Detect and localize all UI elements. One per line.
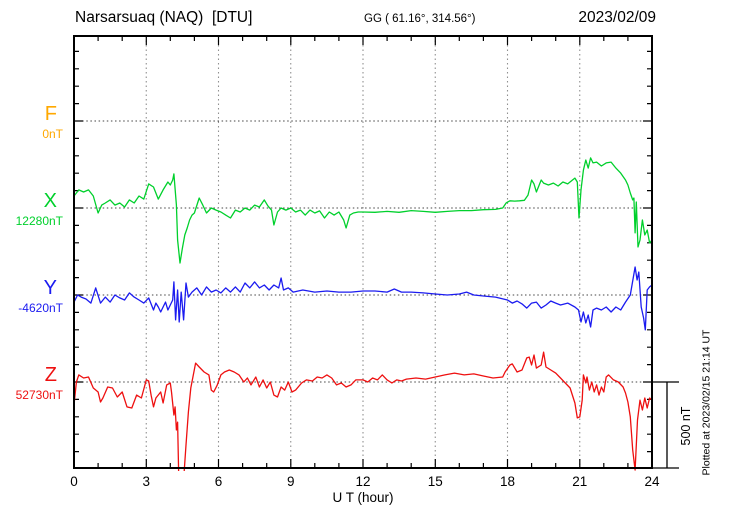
- scale-bar-label: 500 nT: [679, 406, 693, 446]
- component-label-f: F: [44, 103, 57, 125]
- component-baseline-x: 12280nT: [15, 214, 63, 228]
- trace-x: [74, 157, 652, 264]
- component-baseline-z: 52730nT: [15, 388, 63, 402]
- component-baseline-y: -4620nT: [18, 301, 63, 315]
- plot-date: 2023/02/09: [578, 9, 656, 26]
- x-tick-label: 18: [499, 474, 516, 489]
- x-tick-label: 21: [572, 474, 588, 489]
- x-tick-label: 12: [355, 474, 371, 489]
- trace-z: [74, 351, 652, 471]
- x-tick-label: 0: [70, 474, 78, 489]
- trace-y: [74, 266, 652, 331]
- x-tick-label: 6: [214, 474, 223, 489]
- x-tick-label: 3: [142, 474, 151, 489]
- station-title: Narsarsuaq (NAQ) [DTU]: [75, 9, 253, 26]
- plotted-at-note: Plotted at 2023/02/15 21:14 UT: [700, 329, 713, 476]
- component-label-z: Z: [44, 364, 57, 386]
- x-tick-label: 15: [427, 474, 443, 489]
- x-tick-label: 9: [286, 474, 295, 489]
- x-tick-label: 24: [644, 474, 660, 489]
- geographic-coordinates: GG ( 61.16°, 314.56°): [364, 13, 476, 25]
- axis-ticks: [74, 36, 652, 468]
- component-baseline-f: 0nT: [42, 127, 63, 141]
- component-label-x: X: [43, 190, 57, 212]
- plot-frame: [73, 35, 653, 469]
- component-label-y: Y: [43, 277, 57, 299]
- scale-bar: [652, 381, 679, 469]
- x-axis-label: U T (hour): [332, 490, 394, 505]
